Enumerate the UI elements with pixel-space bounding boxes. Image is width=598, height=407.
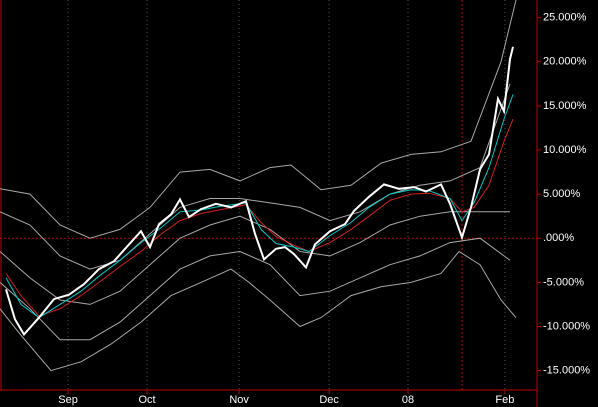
series-line <box>0 237 511 341</box>
x-tick-label: Dec <box>319 394 339 406</box>
y-tick-label: 15.000% <box>543 100 587 112</box>
x-tick-label: Nov <box>229 394 249 406</box>
y-tick-label: .000% <box>543 232 574 244</box>
x-tick-label: 08 <box>402 394 414 406</box>
y-tick-label: 10.000% <box>543 144 587 156</box>
y-tick-label: -5.000% <box>543 276 584 288</box>
series-line <box>5 118 514 317</box>
y-tick-label: -15.000% <box>543 364 590 376</box>
y-tick-label: -10.000% <box>543 320 590 332</box>
series-line <box>0 211 510 305</box>
series-line <box>5 94 514 319</box>
series-line <box>0 83 511 270</box>
series-line <box>0 250 517 372</box>
x-tick-label: Feb <box>495 394 514 406</box>
x-tick-label: Oct <box>138 394 155 406</box>
y-tick-label: 25.000% <box>543 12 587 24</box>
y-tick-label: 5.000% <box>543 188 581 200</box>
series-line <box>0 0 517 239</box>
x-tick-label: Sep <box>58 394 78 406</box>
series-line <box>5 46 514 337</box>
y-tick-label: 20.000% <box>543 56 587 68</box>
